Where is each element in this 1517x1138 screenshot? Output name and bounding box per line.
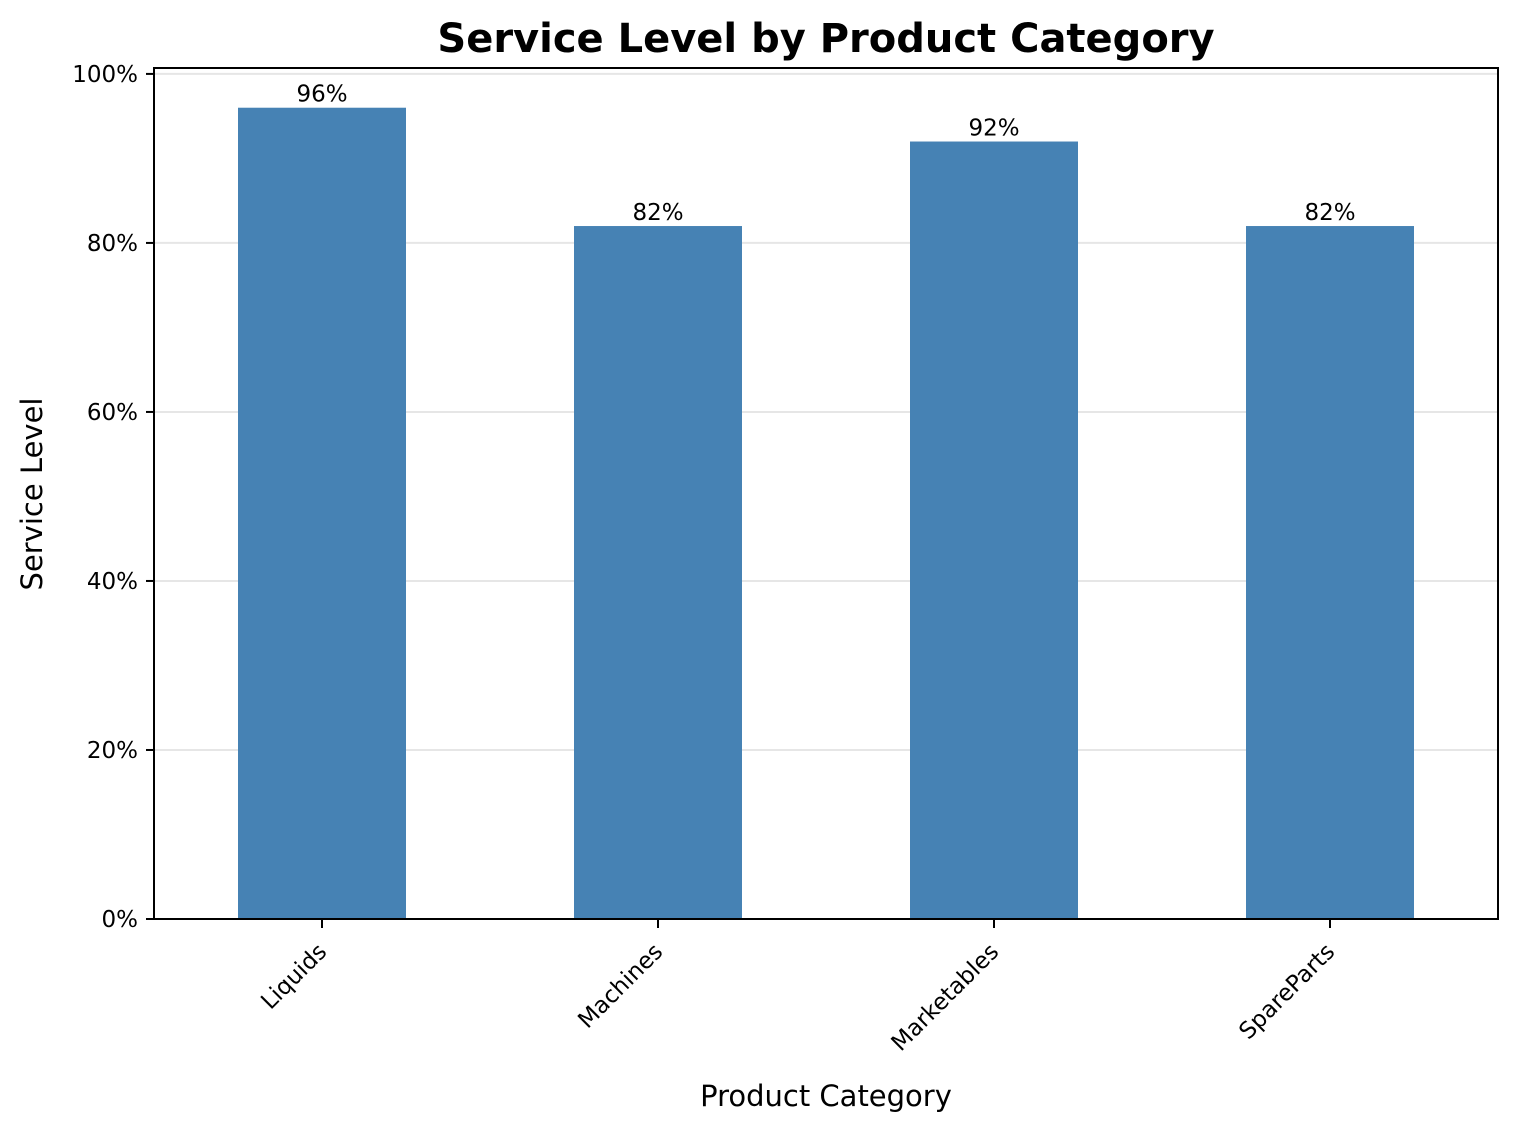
- data-label-layer: 96% 82% 92% 82%: [296, 82, 1355, 226]
- plot-frame: [153, 67, 1499, 920]
- y-tick-label: 0%: [102, 907, 139, 933]
- bar-value-label: 92%: [968, 116, 1019, 142]
- bar-liquids: [238, 107, 406, 919]
- x-tick-label: Liquids: [256, 939, 332, 1015]
- y-tick-label: 40%: [87, 569, 138, 595]
- y-axis-label: Service Level: [15, 398, 49, 591]
- x-tick-label: Machines: [573, 939, 668, 1034]
- bar-value-label: 82%: [632, 200, 683, 226]
- bar-value-label: 96%: [296, 82, 347, 108]
- x-axis-label: Product Category: [700, 1079, 952, 1113]
- y-tick-label: 80%: [87, 231, 138, 257]
- x-tick-label: SpareParts: [1234, 939, 1340, 1045]
- y-tick-label: 20%: [87, 738, 138, 764]
- chart-title: Service Level by Product Category: [437, 16, 1214, 62]
- bar-layer: [238, 107, 1414, 920]
- y-tick-label: 60%: [87, 400, 138, 426]
- bar-value-label: 82%: [1304, 200, 1355, 226]
- bar-machines: [574, 226, 742, 920]
- bar-spareparts: [1246, 226, 1414, 920]
- bar-marketables: [910, 141, 1078, 919]
- x-tick-label: Marketables: [887, 939, 1005, 1057]
- y-tick-label: 100%: [72, 62, 138, 88]
